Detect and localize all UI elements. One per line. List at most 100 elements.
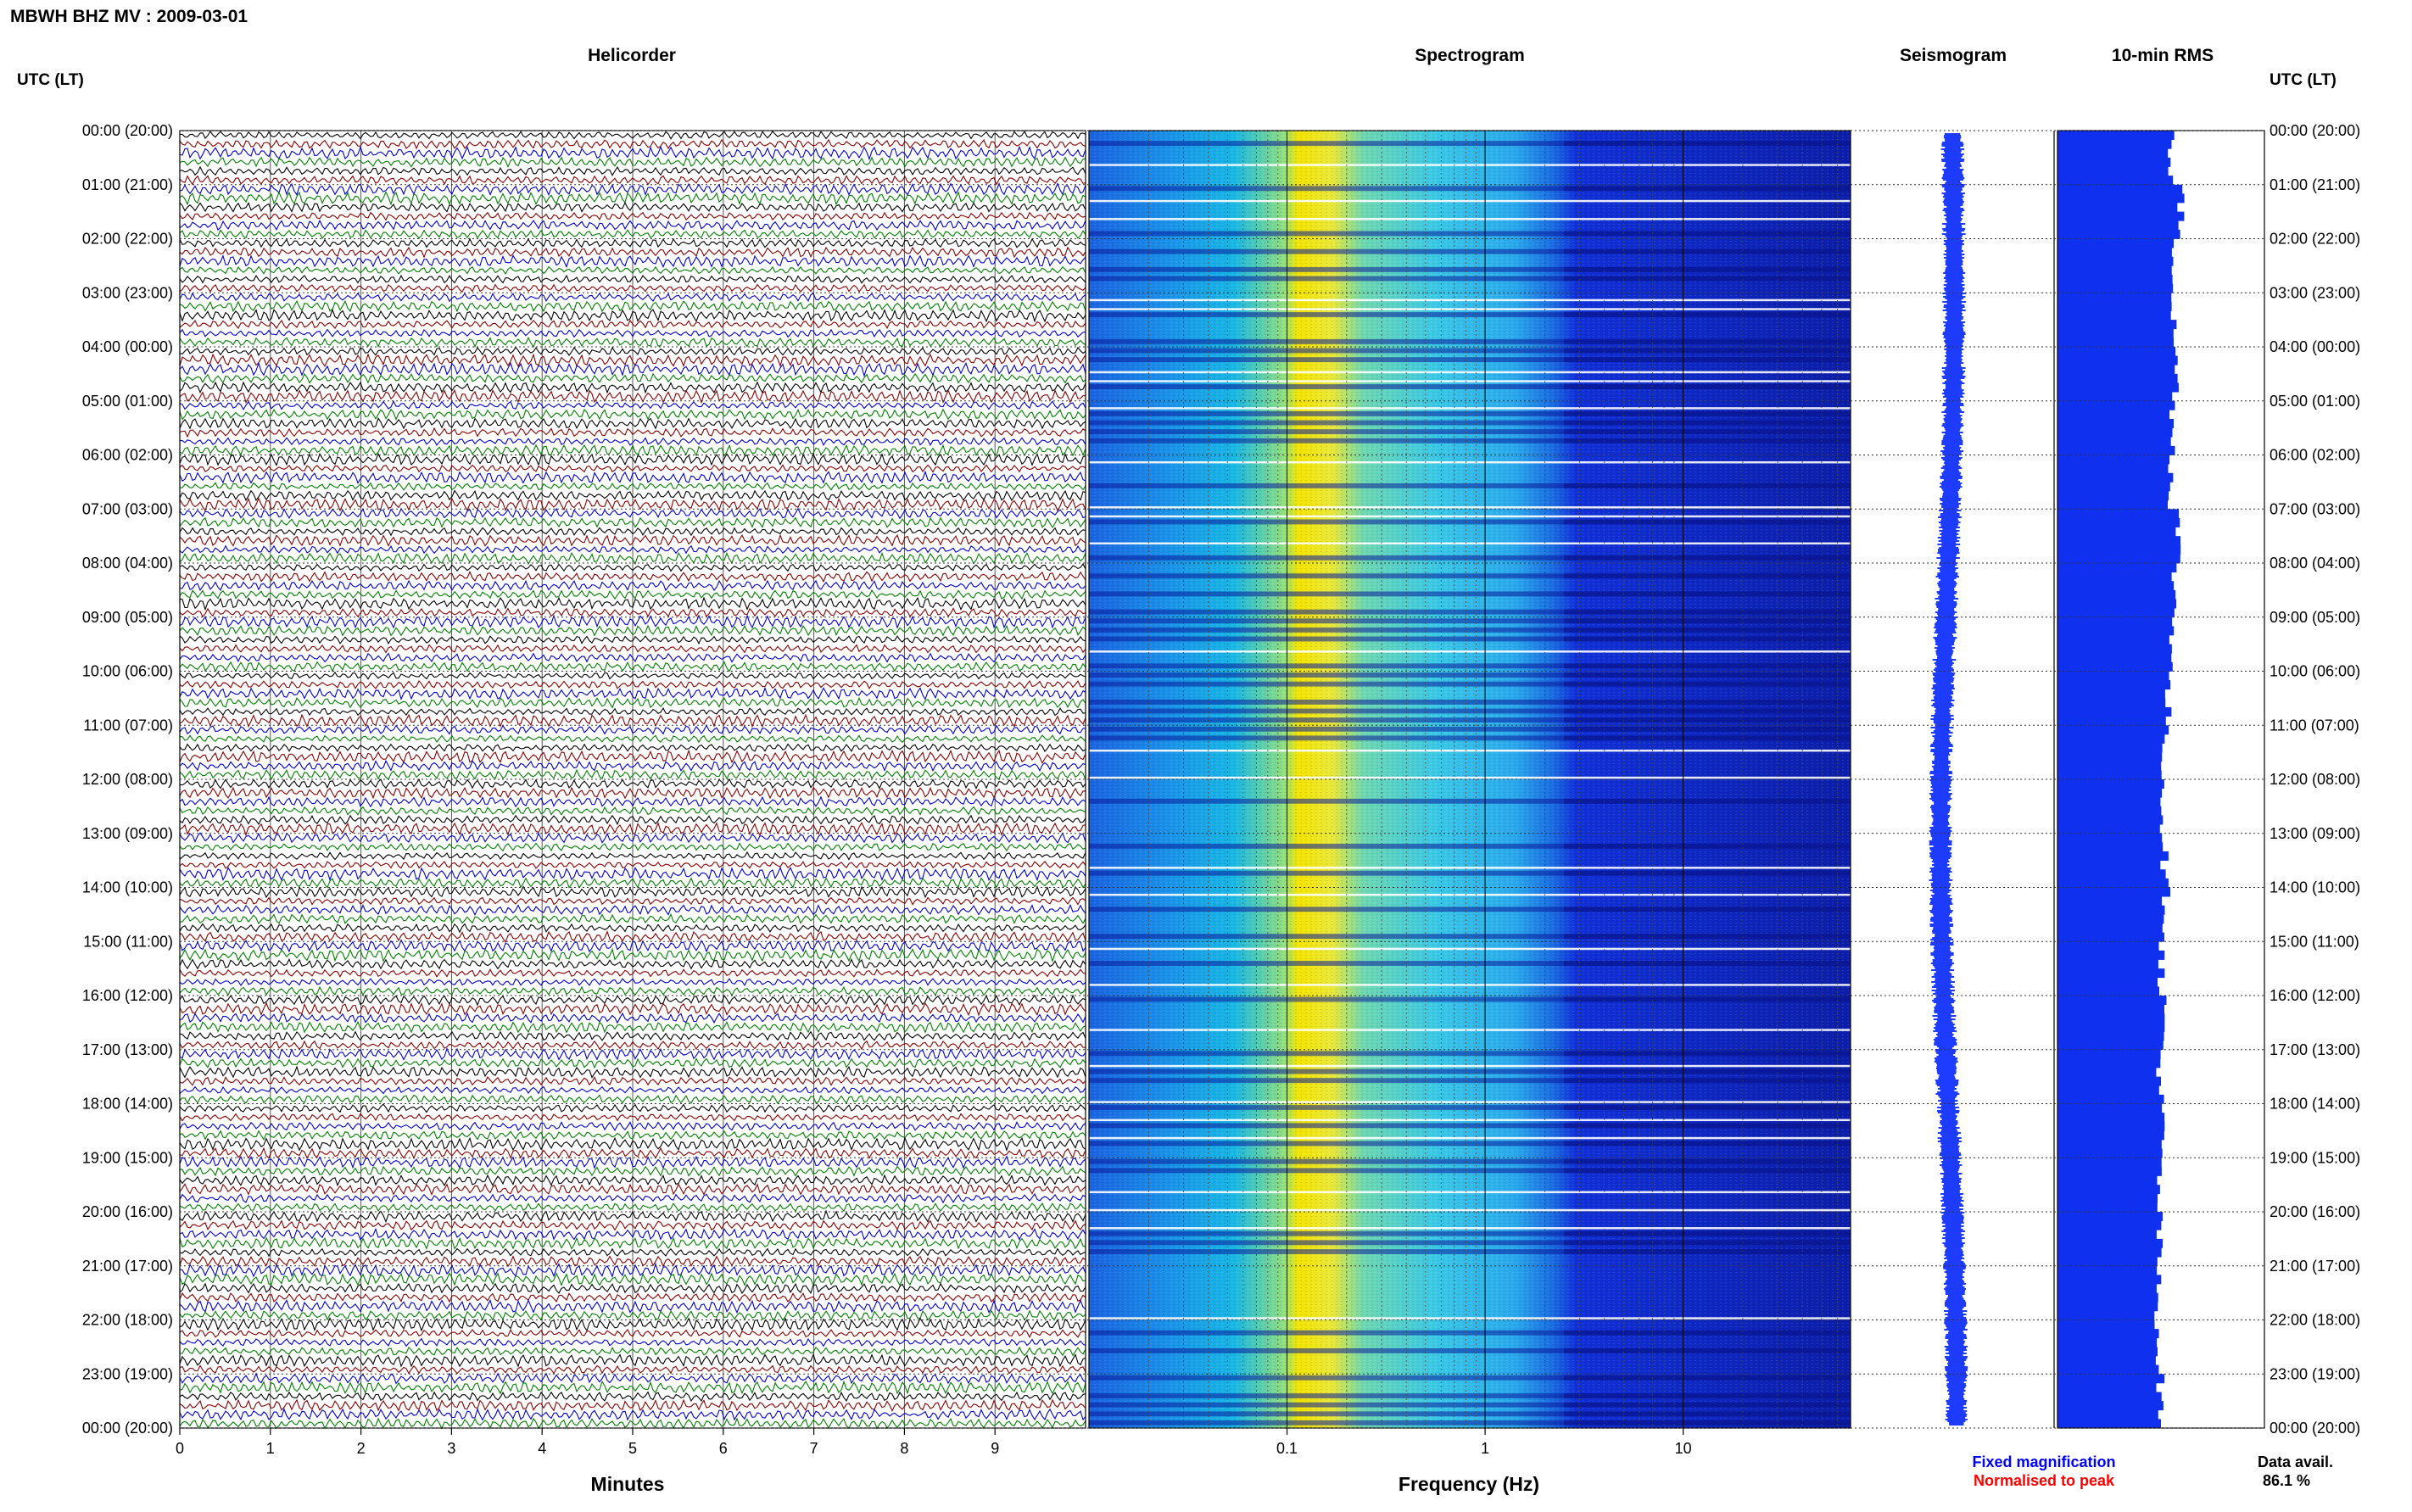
rms-bar	[2057, 347, 2176, 356]
rms-bar	[2057, 1401, 2164, 1411]
spectrogram-band	[1564, 1141, 1851, 1147]
spectrogram-band	[1089, 573, 1851, 579]
rms-bar	[2057, 1004, 2164, 1014]
helicorder-trace	[179, 957, 1086, 970]
spectrogram-band	[1089, 348, 1851, 354]
helicorder-trace	[179, 191, 1086, 206]
rms-bar	[2057, 400, 2175, 410]
spectrogram-band	[1089, 1402, 1851, 1408]
helicorder-trace	[179, 607, 1086, 618]
helicorder-trace	[179, 903, 1086, 916]
helicorder-trace	[179, 1094, 1086, 1105]
time-tick-label-right: 06:00 (02:00)	[2270, 447, 2360, 464]
helicorder-trace	[179, 671, 1086, 680]
rms-bar	[2057, 1220, 2162, 1230]
rms-bar	[2057, 301, 2172, 311]
helicorder-trace	[179, 713, 1086, 728]
time-tick-label-right: 21:00 (17:00)	[2270, 1258, 2360, 1275]
rms-bar	[2057, 176, 2174, 186]
spectrogram-band	[1564, 1078, 1851, 1084]
time-tick-label-right: 18:00 (14:00)	[2270, 1096, 2360, 1113]
rms-bar	[2057, 644, 2172, 654]
helicorder-trace	[179, 319, 1086, 330]
spectrogram-band	[1564, 276, 1851, 282]
spectrogram-band	[1089, 907, 1851, 912]
rms-bar	[2057, 599, 2177, 609]
rms-bar	[2057, 517, 2180, 527]
time-tick-label-left: 00:00 (20:00)	[82, 122, 173, 139]
time-tick-label-left: 22:00 (18:00)	[82, 1312, 173, 1329]
rms-bar	[2057, 1310, 2155, 1320]
minute-tick-label: 6	[719, 1440, 728, 1457]
helicorder-trace	[179, 734, 1086, 744]
helicorder-trace	[179, 1076, 1086, 1086]
helicorder-trace	[179, 866, 1086, 882]
rms-bar	[2057, 1337, 2158, 1347]
helicorder-trace	[179, 896, 1086, 906]
spectrogram-band	[1564, 843, 1851, 849]
minute-tick-label: 4	[538, 1440, 546, 1457]
rms-bar	[2057, 1031, 2164, 1041]
rms-bar	[2057, 1068, 2157, 1077]
spectrogram-gap	[1089, 984, 1851, 986]
spectrogram-gap	[1089, 506, 1851, 509]
helicorder-trace	[179, 1012, 1086, 1024]
spectrogram-band	[1564, 438, 1851, 444]
helicorder-trace	[179, 361, 1086, 377]
helicorder-trace	[179, 328, 1086, 338]
rms-bar	[2057, 589, 2176, 600]
helicorder-trace	[179, 516, 1086, 529]
spectrogram-gap	[1089, 1029, 1851, 1031]
helicorder-trace	[179, 381, 1086, 394]
spectrogram-band	[1089, 1330, 1851, 1336]
spectrogram-band	[1564, 609, 1851, 615]
rms-bar	[2057, 1238, 2164, 1248]
helicorder-title: Helicorder	[588, 46, 676, 65]
spectrogram-band	[1089, 141, 1851, 147]
helicorder-trace	[179, 939, 1086, 953]
rms-bar	[2057, 131, 2175, 140]
helicorder-trace	[179, 1398, 1086, 1413]
spectrogram-band	[1089, 1393, 1851, 1398]
rms-bar	[2057, 472, 2174, 483]
rms-bar	[2057, 626, 2175, 636]
spectrogram-band	[1089, 1123, 1851, 1129]
spectrogram-gap	[1089, 1119, 1851, 1122]
helicorder-trace	[179, 786, 1086, 800]
spectrogram-band	[1564, 573, 1851, 579]
spectrogram-band	[1564, 1168, 1851, 1174]
helicorder-trace	[179, 229, 1086, 239]
helicorder-trace	[179, 1408, 1086, 1421]
frequency-tick-label: 1	[1481, 1440, 1489, 1457]
helicorder-trace	[179, 1255, 1086, 1268]
helicorder-trace	[179, 652, 1086, 663]
helicorder-trace	[179, 985, 1086, 996]
time-tick-label-left: 00:00 (20:00)	[82, 1420, 173, 1437]
helicorder-trace	[179, 1391, 1086, 1403]
rms-bar	[2057, 455, 2170, 465]
helicorder-trace	[179, 1192, 1086, 1204]
helicorder-trace	[179, 1147, 1086, 1160]
helicorder-trace	[179, 614, 1086, 629]
rms-bar	[2057, 499, 2168, 510]
spectrogram-band	[1564, 348, 1851, 354]
spectrogram-gap	[1089, 749, 1851, 752]
spectrogram-band	[1089, 410, 1851, 416]
spectrogram-band	[1564, 483, 1851, 488]
station-title: MBWH BHZ MV : 2009-03-01	[10, 7, 248, 26]
time-tick-label-left: 01:00 (21:00)	[82, 176, 173, 193]
spectrogram-title: Spectrogram	[1415, 46, 1525, 65]
spectrogram-band	[1564, 1230, 1851, 1236]
rms-bar	[2057, 996, 2167, 1005]
rms-bar	[2057, 779, 2164, 789]
helicorder-trace	[179, 470, 1086, 484]
spectrogram-band	[1089, 1347, 1851, 1353]
rms-bar	[2057, 193, 2185, 204]
spectrogram-band	[1089, 1411, 1851, 1417]
time-tick-label-right: 23:00 (19:00)	[2270, 1365, 2360, 1382]
rms-bar	[2057, 635, 2169, 644]
rms-bar	[2057, 491, 2169, 500]
helicorder-trace	[179, 1417, 1086, 1430]
